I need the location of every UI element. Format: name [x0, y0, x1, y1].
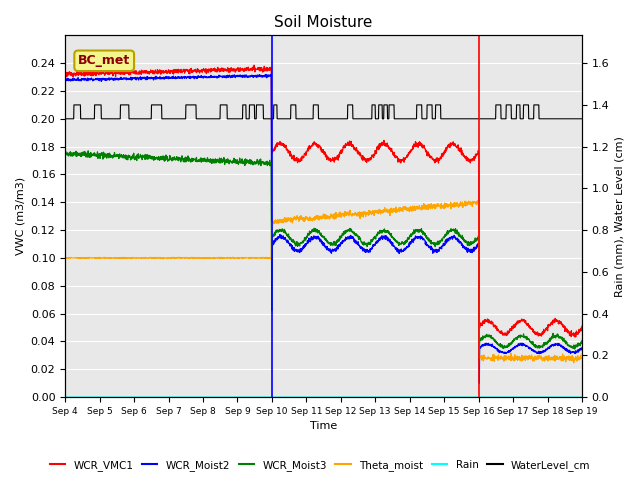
Title: Soil Moisture: Soil Moisture	[275, 15, 372, 30]
WaterLevel_cm	[61, 116, 69, 122]
WCR_VMC1	[468, 156, 476, 162]
WCR_VMC1	[563, 327, 571, 333]
Line: WCR_Moist3: WCR_Moist3	[65, 151, 582, 362]
Rain	[468, 394, 476, 400]
WCR_Moist3	[299, 240, 307, 246]
Theta_moist	[474, 198, 481, 204]
WCR_VMC1	[299, 155, 307, 161]
WCR_VMC1	[88, 70, 95, 76]
Text: BC_met: BC_met	[78, 54, 131, 67]
Rain	[312, 394, 320, 400]
WCR_Moist3	[564, 343, 572, 348]
X-axis label: Time: Time	[310, 421, 337, 432]
WaterLevel_cm	[313, 102, 321, 108]
Rain	[88, 394, 95, 400]
Theta_moist	[312, 215, 320, 220]
WCR_Moist2	[262, 72, 269, 77]
Line: Theta_moist: Theta_moist	[65, 201, 582, 363]
WCR_Moist2	[578, 345, 586, 350]
WaterLevel_cm	[88, 116, 95, 122]
WCR_VMC1	[250, 62, 258, 68]
WaterLevel_cm	[563, 116, 571, 122]
WCR_Moist2	[313, 236, 321, 241]
WCR_Moist2	[299, 245, 307, 251]
WCR_Moist2	[563, 348, 571, 354]
Line: WaterLevel_cm: WaterLevel_cm	[65, 105, 582, 119]
Theta_moist	[563, 356, 571, 362]
WCR_Moist3	[84, 148, 92, 154]
Theta_moist	[563, 356, 571, 361]
WCR_VMC1	[313, 144, 321, 149]
Theta_moist	[578, 355, 586, 361]
WaterLevel_cm	[578, 116, 586, 122]
WCR_VMC1	[61, 72, 69, 78]
Rain	[578, 394, 586, 400]
WCR_Moist2	[61, 77, 69, 83]
WCR_Moist3	[468, 239, 476, 245]
WCR_VMC1	[563, 326, 571, 332]
Rain	[61, 394, 69, 400]
Rain	[299, 394, 307, 400]
WCR_Moist3	[313, 227, 321, 233]
Theta_moist	[468, 202, 476, 207]
WaterLevel_cm	[563, 116, 571, 122]
Theta_moist	[570, 360, 577, 366]
WaterLevel_cm	[468, 116, 476, 122]
WCR_Moist3	[563, 341, 571, 347]
WaterLevel_cm	[70, 102, 78, 108]
WCR_VMC1	[578, 323, 586, 329]
WCR_Moist3	[578, 337, 586, 343]
Theta_moist	[61, 255, 69, 261]
WCR_Moist2	[468, 248, 476, 254]
WCR_Moist3	[61, 152, 69, 158]
WCR_Moist2	[88, 75, 95, 81]
Theta_moist	[299, 215, 307, 220]
Y-axis label: VWC (m3/m3): VWC (m3/m3)	[15, 177, 25, 255]
WCR_Moist3	[88, 153, 95, 158]
Legend: WCR_VMC1, WCR_Moist2, WCR_Moist3, Theta_moist, Rain, WaterLevel_cm: WCR_VMC1, WCR_Moist2, WCR_Moist3, Theta_…	[45, 456, 595, 475]
Rain	[563, 394, 571, 400]
Theta_moist	[88, 255, 95, 261]
WCR_VMC1	[571, 334, 579, 340]
WCR_Moist3	[476, 360, 483, 365]
WaterLevel_cm	[299, 116, 307, 122]
Y-axis label: Rain (mm), Water Level (cm): Rain (mm), Water Level (cm)	[615, 136, 625, 297]
WCR_Moist2	[476, 380, 483, 386]
Line: WCR_Moist2: WCR_Moist2	[65, 74, 582, 383]
WCR_Moist2	[564, 348, 572, 353]
Rain	[563, 394, 570, 400]
Line: WCR_VMC1: WCR_VMC1	[65, 65, 582, 337]
